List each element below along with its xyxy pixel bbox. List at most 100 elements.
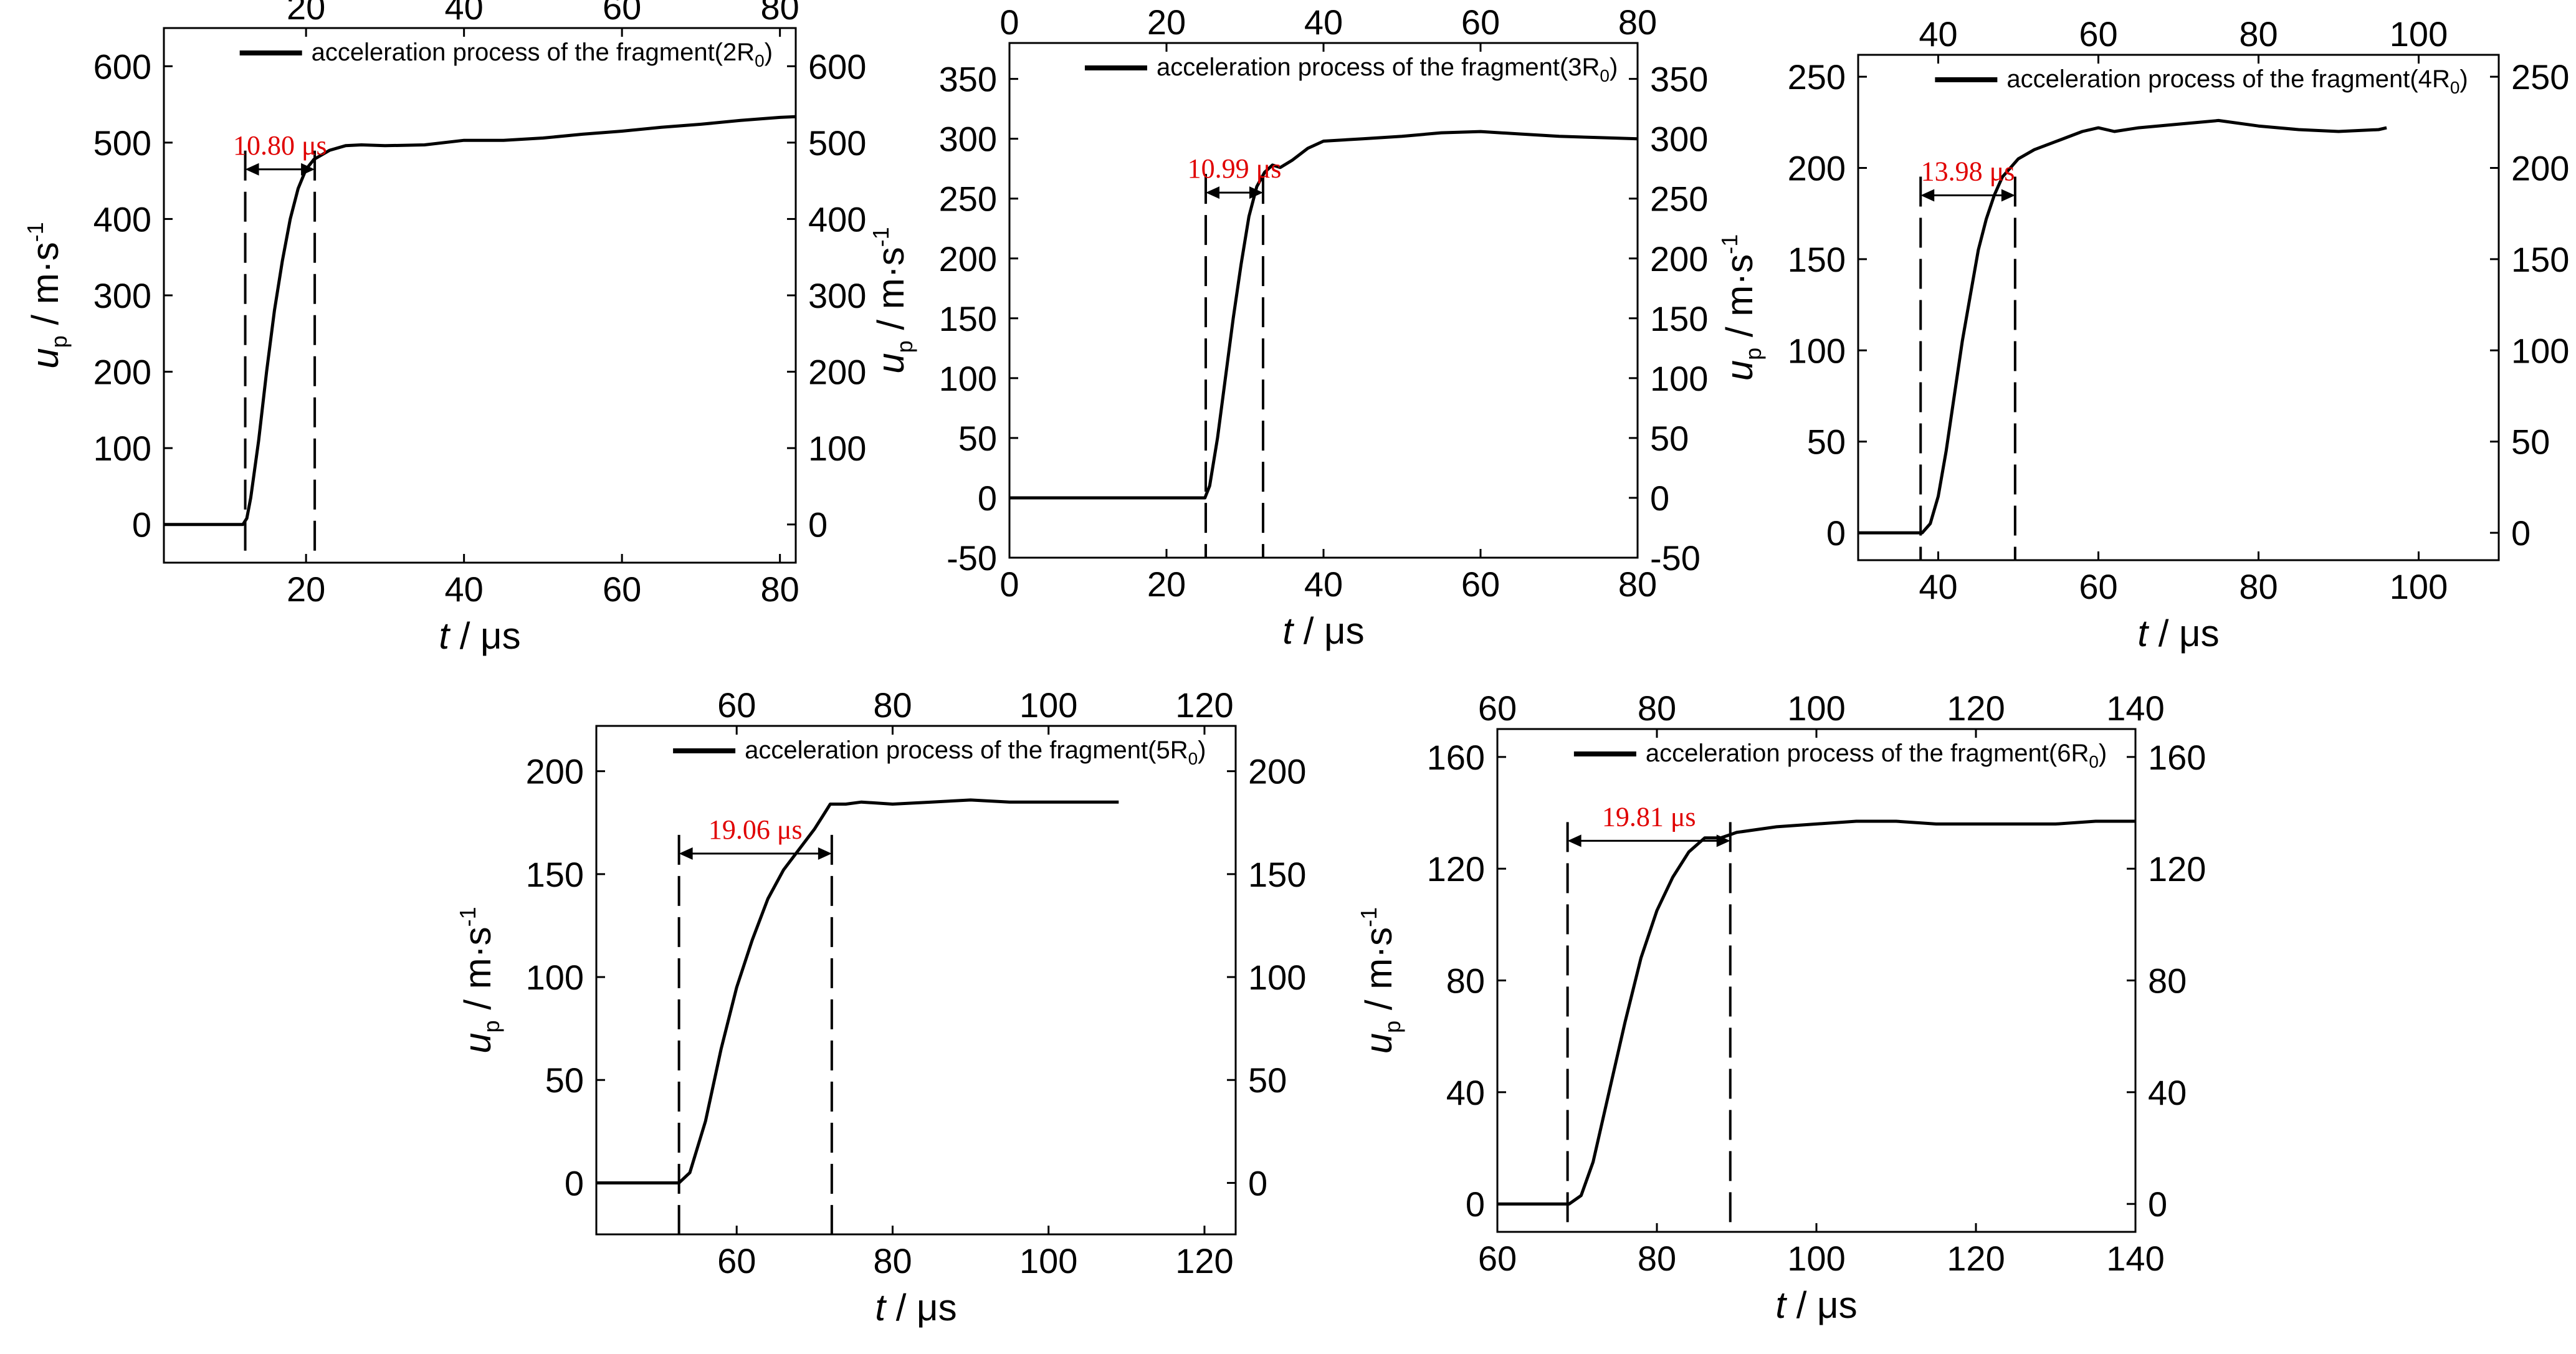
y-axis-superscript: -1 [1356, 907, 1381, 927]
y-tick-label: 250 [939, 179, 997, 219]
x-axis-variable: t [875, 1287, 887, 1328]
x-axis-unit: / μs [449, 615, 521, 657]
y-axis-title: up / m·s-1 [868, 227, 917, 373]
y-right-tick-label: 0 [1248, 1163, 1267, 1203]
series-line [1858, 118, 2387, 535]
y-right-tick-label: 200 [2511, 149, 2569, 188]
y-right-tick-label: 120 [2148, 849, 2206, 889]
y-axis-unit: / m·s [1719, 254, 1760, 348]
y-right-tick-label: 300 [808, 276, 866, 315]
y-right-tick-label: 350 [1650, 60, 1708, 99]
interval-arrow-head-left [1567, 834, 1581, 847]
y-tick-label: 50 [1807, 422, 1846, 462]
legend-label-text: acceleration process of the fragment(3R [1157, 54, 1600, 81]
x-tick-label: 40 [1919, 567, 1957, 606]
y-axis-superscript: -1 [22, 222, 48, 242]
interval-arrow-head-left [245, 163, 259, 176]
y-right-tick-label: 600 [808, 47, 866, 86]
legend-label-suffix: ) [765, 39, 773, 66]
interval-arrow-head-left [1920, 189, 1935, 202]
x-tick-label: 120 [1175, 1241, 1233, 1280]
plot-frame [595, 725, 1237, 1236]
y-right-tick-label: 150 [1248, 855, 1306, 894]
chart-panel-4R0: 40 60 80 100 40 60 80 100 0 50 100 150 200 250 0 50 100 1… [1717, 14, 2569, 654]
y-tick-label: 400 [93, 199, 151, 239]
x-top-tick-label: 40 [445, 0, 484, 27]
y-right-tick-label: 500 [808, 123, 866, 163]
x-tick-label: 60 [603, 570, 641, 609]
interval-duration-label: 10.80 μs [233, 130, 327, 161]
legend-label: acceleration process of the fragment(6R0… [1646, 740, 2107, 771]
x-tick-label: 60 [2079, 567, 2117, 606]
interval-arrow-head-right [1249, 186, 1263, 199]
interval-arrow-head-left [679, 847, 693, 860]
x-tick-label: 80 [873, 1241, 912, 1280]
y-right-tick-label: 150 [2511, 240, 2569, 279]
legend-label-text: acceleration process of the fragment(6R [1646, 740, 2089, 767]
legend-label: acceleration process of the fragment(5R0… [745, 737, 1206, 768]
y-axis-subscript: p [479, 1020, 504, 1032]
x-top-tick-label: 60 [1461, 2, 1500, 42]
y-right-tick-label: 200 [1248, 752, 1306, 791]
legend-label-suffix: ) [1610, 54, 1618, 81]
x-axis-title: t / μs [439, 615, 520, 657]
x-top-tick-label: 80 [2239, 14, 2278, 54]
x-top-tick-label: 100 [2390, 14, 2448, 54]
legend-label-text: acceleration process of the fragment(5R [745, 737, 1188, 764]
y-axis-subscript: p [892, 340, 917, 353]
series-line [164, 115, 796, 527]
x-top-tick-label: 120 [1175, 685, 1233, 725]
y-tick-label: 300 [939, 120, 997, 159]
y-right-tick-label: 100 [1248, 958, 1306, 997]
y-tick-label: 0 [132, 505, 151, 545]
x-top-tick-label: 80 [1618, 2, 1657, 42]
y-axis-unit: / m·s [457, 927, 499, 1020]
interval-duration-label: 13.98 μs [1921, 156, 2015, 186]
y-axis-superscript: -1 [455, 907, 480, 927]
x-top-tick-label: 20 [1147, 2, 1186, 42]
interval-duration-label: 19.81 μs [1602, 801, 1696, 832]
x-top-tick-label: 100 [1019, 685, 1077, 725]
y-tick-label: 0 [1826, 513, 1846, 553]
x-top-tick-label: 60 [717, 685, 756, 725]
y-axis-unit: / m·s [870, 247, 912, 340]
interval-arrow-head-left [1206, 186, 1219, 199]
y-right-tick-label: 0 [2511, 513, 2531, 553]
y-right-tick-label: 300 [1650, 120, 1708, 159]
interval-duration-label: 10.99 μs [1188, 153, 1282, 184]
y-right-tick-label: 150 [1650, 299, 1708, 338]
y-axis-subscript: p [1740, 348, 1766, 360]
x-tick-label: 80 [761, 570, 799, 609]
x-top-tick-label: 100 [1787, 689, 1845, 728]
x-top-tick-label: 80 [873, 685, 912, 725]
interval-arrow-head-right [818, 847, 832, 860]
y-tick-label: 200 [526, 752, 584, 791]
x-top-tick-label: 0 [999, 2, 1019, 42]
plot-frame [1008, 42, 1639, 559]
y-right-tick-label: 0 [2148, 1185, 2167, 1224]
x-tick-label: 60 [717, 1241, 756, 1280]
y-right-tick-label: 100 [2511, 331, 2569, 370]
legend-label: acceleration process of the fragment(4R0… [2006, 65, 2468, 97]
series-line [1009, 130, 1638, 500]
x-tick-label: 20 [1147, 565, 1186, 604]
x-axis-title: t / μs [2137, 613, 2219, 654]
y-right-tick-label: 0 [1650, 479, 1669, 518]
x-tick-label: 100 [1019, 1241, 1077, 1280]
x-tick-label: 80 [1618, 565, 1657, 604]
y-tick-label: 100 [93, 429, 151, 468]
x-tick-label: 120 [1947, 1239, 2005, 1278]
y-axis-subscript: p [1380, 1021, 1405, 1033]
x-top-tick-label: 60 [2079, 14, 2117, 54]
x-axis-unit: / μs [1293, 610, 1365, 652]
y-axis-variable: u [1719, 360, 1760, 381]
y-tick-label: 150 [526, 855, 584, 894]
x-top-tick-label: 40 [1919, 14, 1957, 54]
legend-label-suffix: ) [2099, 740, 2107, 767]
y-right-tick-label: 50 [1248, 1061, 1287, 1100]
y-tick-label: 350 [939, 60, 997, 99]
x-top-tick-label: 60 [603, 0, 641, 27]
x-axis-title: t / μs [1775, 1284, 1857, 1326]
y-tick-label: 50 [958, 419, 997, 458]
series-line [596, 798, 1119, 1185]
